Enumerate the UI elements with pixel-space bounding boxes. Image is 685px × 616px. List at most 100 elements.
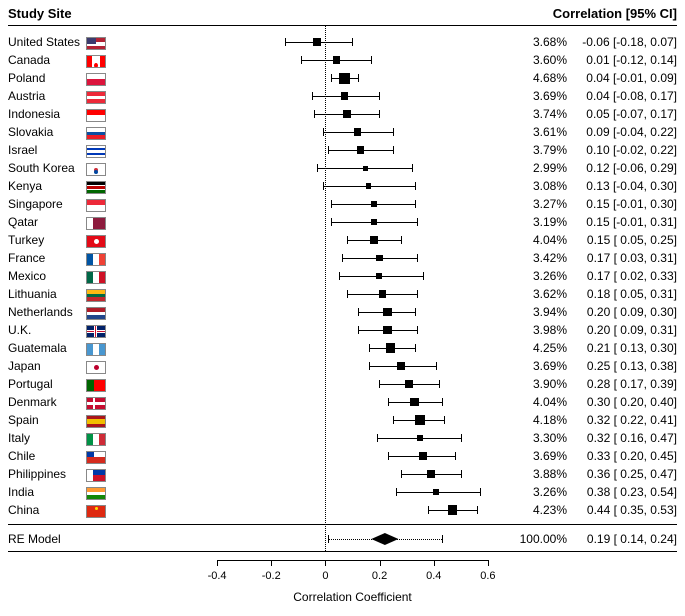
site-name: Slovakia bbox=[8, 123, 88, 141]
estimate-text: 0.04 [-0.08, 0.17] bbox=[569, 87, 677, 105]
forest-row: India 3.26% 0.38 [ 0.23, 0.54] bbox=[8, 483, 677, 501]
estimate-text: 0.12 [-0.06, 0.29] bbox=[569, 159, 677, 177]
weight: 3.26% bbox=[519, 483, 567, 501]
weight: 3.19% bbox=[519, 213, 567, 231]
site-name: Indonesia bbox=[8, 105, 88, 123]
forest-row: Denmark4.04% 0.30 [ 0.20, 0.40] bbox=[8, 393, 677, 411]
weight: 3.08% bbox=[519, 177, 567, 195]
weight: 100.00% bbox=[519, 530, 567, 548]
estimate-text: 0.05 [-0.07, 0.17] bbox=[569, 105, 677, 123]
weight: 3.26% bbox=[519, 267, 567, 285]
forest-plot-row bbox=[198, 429, 507, 447]
forest-plot-row bbox=[198, 375, 507, 393]
forest-plot-row bbox=[198, 231, 507, 249]
flag-icon bbox=[86, 271, 106, 284]
tick-label: 0 bbox=[322, 570, 328, 582]
flag-icon bbox=[86, 361, 106, 374]
weight: 3.60% bbox=[519, 51, 567, 69]
weight: 4.25% bbox=[519, 339, 567, 357]
forest-row: U.K.3.98% 0.20 [ 0.09, 0.31] bbox=[8, 321, 677, 339]
weight: 4.04% bbox=[519, 393, 567, 411]
re-label: RE Model bbox=[8, 530, 88, 548]
site-name: Chile bbox=[8, 447, 88, 465]
site-name: Portugal bbox=[8, 375, 88, 393]
site-name: Italy bbox=[8, 429, 88, 447]
estimate-text: 0.38 [ 0.23, 0.54] bbox=[569, 483, 677, 501]
forest-plot-row bbox=[198, 483, 507, 501]
flag-icon bbox=[86, 253, 106, 266]
forest-row: Canada3.60% 0.01 [-0.12, 0.14] bbox=[8, 51, 677, 69]
flag-icon bbox=[86, 217, 106, 230]
flag-icon bbox=[86, 109, 106, 122]
forest-row: Philippines 3.88% 0.36 [ 0.25, 0.47] bbox=[8, 465, 677, 483]
forest-plot-row bbox=[198, 213, 507, 231]
weight: 3.94% bbox=[519, 303, 567, 321]
forest-plot-row bbox=[198, 303, 507, 321]
forest-row: Austria 3.69% 0.04 [-0.08, 0.17] bbox=[8, 87, 677, 105]
weight: 3.69% bbox=[519, 87, 567, 105]
forest-plot-row bbox=[198, 411, 507, 429]
axis-label: Correlation Coefficient bbox=[293, 590, 412, 604]
tick-label: -0.2 bbox=[262, 570, 281, 582]
estimate-text: 0.44 [ 0.35, 0.53] bbox=[569, 501, 677, 519]
flag-icon bbox=[86, 415, 106, 428]
re-plot bbox=[198, 530, 507, 548]
x-axis bbox=[217, 560, 488, 561]
forest-row: Guatemala4.25% 0.21 [ 0.13, 0.30] bbox=[8, 339, 677, 357]
site-name: Austria bbox=[8, 87, 88, 105]
flag-icon bbox=[86, 433, 106, 446]
tick-label: 0.2 bbox=[372, 570, 387, 582]
flag-icon bbox=[86, 73, 106, 86]
estimate-text: 0.36 [ 0.25, 0.47] bbox=[569, 465, 677, 483]
weight: 3.61% bbox=[519, 123, 567, 141]
flag-icon bbox=[86, 469, 106, 482]
header-left: Study Site bbox=[8, 6, 72, 21]
site-name: China bbox=[8, 501, 88, 519]
estimate-text: 0.15 [ 0.05, 0.25] bbox=[569, 231, 677, 249]
weight: 3.88% bbox=[519, 465, 567, 483]
forest-row: Indonesia3.74% 0.05 [-0.07, 0.17] bbox=[8, 105, 677, 123]
site-name: Philippines bbox=[8, 465, 88, 483]
forest-plot-row bbox=[198, 177, 507, 195]
flag-icon bbox=[86, 487, 106, 500]
weight: 3.62% bbox=[519, 285, 567, 303]
forest-plot-row bbox=[198, 69, 507, 87]
re-row: RE Model100.00% 0.19 [ 0.14, 0.24] bbox=[8, 530, 677, 548]
forest-plot-row bbox=[198, 447, 507, 465]
estimate-text: 0.33 [ 0.20, 0.45] bbox=[569, 447, 677, 465]
site-name: United States bbox=[8, 33, 88, 51]
forest-plot-row bbox=[198, 393, 507, 411]
forest-row: Spain4.18% 0.32 [ 0.22, 0.41] bbox=[8, 411, 677, 429]
weight: 4.68% bbox=[519, 69, 567, 87]
forest-row: Italy3.30% 0.32 [ 0.16, 0.47] bbox=[8, 429, 677, 447]
estimate-text: 0.15 [-0.01, 0.31] bbox=[569, 213, 677, 231]
forest-row: Netherlands3.94% 0.20 [ 0.09, 0.30] bbox=[8, 303, 677, 321]
header-right: Correlation [95% CI] bbox=[553, 6, 677, 21]
flag-icon bbox=[86, 181, 106, 194]
site-name: Poland bbox=[8, 69, 88, 87]
re-diamond-icon bbox=[198, 530, 523, 548]
weight: 3.30% bbox=[519, 429, 567, 447]
weight: 3.27% bbox=[519, 195, 567, 213]
weight: 3.98% bbox=[519, 321, 567, 339]
flag-icon bbox=[86, 343, 106, 356]
forest-plot-row bbox=[198, 285, 507, 303]
forest-plot-row bbox=[198, 321, 507, 339]
estimate-text: 0.20 [ 0.09, 0.30] bbox=[569, 303, 677, 321]
site-name: Qatar bbox=[8, 213, 88, 231]
estimate-text: 0.17 [ 0.02, 0.33] bbox=[569, 267, 677, 285]
zero-line bbox=[325, 25, 326, 551]
forest-row: South Korea2.99% 0.12 [-0.06, 0.29] bbox=[8, 159, 677, 177]
weight: 4.18% bbox=[519, 411, 567, 429]
forest-plot-row bbox=[198, 123, 507, 141]
estimate-text: 0.28 [ 0.17, 0.39] bbox=[569, 375, 677, 393]
flag-icon bbox=[86, 37, 106, 50]
flag-icon bbox=[86, 163, 106, 176]
site-name: India bbox=[8, 483, 88, 501]
forest-plot-row bbox=[198, 267, 507, 285]
forest-plot-row bbox=[198, 357, 507, 375]
forest-row: Mexico3.26% 0.17 [ 0.02, 0.33] bbox=[8, 267, 677, 285]
weight: 3.69% bbox=[519, 447, 567, 465]
estimate-text: 0.15 [-0.01, 0.30] bbox=[569, 195, 677, 213]
site-name: Spain bbox=[8, 411, 88, 429]
